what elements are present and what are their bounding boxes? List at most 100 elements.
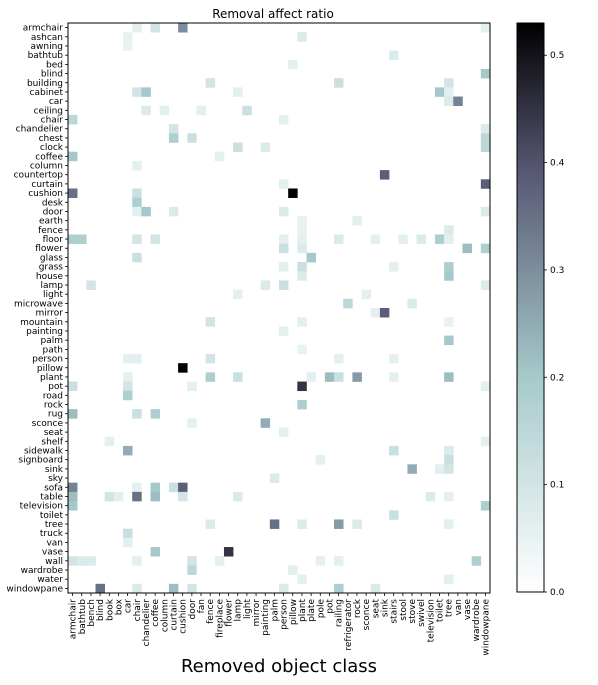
heatmap-cell (178, 23, 188, 33)
y-tick-label: palm (41, 336, 64, 346)
heatmap-cell (334, 353, 344, 364)
heatmap-cell (416, 234, 427, 244)
heatmap-cell (370, 234, 381, 244)
x-tick-label: rock (353, 598, 363, 618)
heatmap-cell (178, 491, 188, 502)
y-tick-label: pot (48, 382, 63, 392)
colorbar-tick-label: 0.0 (550, 588, 565, 598)
y-tick-label: column (30, 162, 63, 172)
x-tick-label: fan (197, 599, 207, 613)
y-tick-label: sconce (32, 419, 64, 429)
heatmap-cell (86, 556, 96, 566)
heatmap-cell (132, 583, 142, 594)
colorbar-tick-label: 0.1 (550, 481, 564, 491)
heatmap-cell (444, 96, 454, 107)
y-tick-label: clock (40, 143, 64, 153)
heatmap-cell (444, 317, 454, 327)
heatmap-cell (370, 308, 381, 318)
heatmap-cell (233, 372, 243, 382)
x-tick-label: light (243, 599, 253, 619)
x-tick-label: chandelier (142, 599, 152, 647)
heatmap-cell (352, 216, 362, 226)
y-tick-label: fence (38, 226, 63, 236)
heatmap-cell (132, 491, 142, 502)
heatmap-cell (68, 409, 78, 419)
x-tick-label: chair (133, 599, 143, 622)
y-tick-label: windowpane (6, 584, 63, 594)
heatmap-cell (297, 574, 307, 585)
heatmap-cell (132, 87, 142, 97)
x-tick-label: stove (408, 599, 418, 624)
x-tick-label: cushion (179, 599, 189, 634)
heatmap-cell (132, 23, 142, 33)
heatmap-cell (334, 519, 344, 529)
heatmap-cell (178, 482, 188, 493)
x-tick-label: sconce (362, 599, 372, 631)
heatmap-cell (68, 491, 78, 502)
colorbar-ticks: 0.0 0.1 0.2 0.3 0.4 0.5 (544, 51, 565, 598)
heatmap-cell (205, 372, 216, 382)
x-tick-label: van (454, 599, 464, 616)
y-tick-label: coffee (35, 152, 63, 162)
heatmap-cell (297, 381, 307, 392)
heatmap-cell (187, 583, 197, 594)
x-tick-labels: armchair bathtub bench blind book box car chair… (69, 593, 491, 656)
heatmap-cell (260, 280, 271, 290)
y-tick-label: microwave (14, 299, 63, 309)
heatmap-cell (269, 473, 280, 483)
heatmap-cell (205, 353, 216, 364)
heatmap-cell (68, 381, 78, 392)
heatmap-cell (306, 372, 316, 382)
heatmap-cell (480, 381, 491, 392)
heatmap-cell (444, 464, 454, 474)
heatmap-cell (453, 96, 463, 107)
y-tick-label: bathtub (28, 51, 64, 61)
heatmap-cell (242, 105, 252, 116)
heatmap-cell (132, 353, 142, 364)
heatmap-cell (132, 234, 142, 244)
heatmap-cell (279, 280, 289, 290)
y-tick-label: light (43, 290, 63, 300)
y-tick-label: mountain (20, 318, 63, 328)
heatmap-cell (444, 455, 454, 465)
heatmap-cell (68, 556, 78, 566)
heatmap-cell (370, 583, 381, 594)
heatmap-cell (279, 243, 289, 254)
heatmap-cell (480, 68, 491, 79)
heatmap-cell (315, 455, 326, 465)
heatmap-cell (306, 252, 316, 263)
heatmap-cell (480, 23, 491, 33)
x-tick-label: bench (87, 599, 97, 627)
heatmap-cell (297, 234, 307, 244)
y-tick-label: plant (40, 373, 63, 383)
heatmap-cell (480, 142, 491, 153)
heatmap-cell (187, 418, 197, 428)
x-tick-label: sink (381, 598, 391, 617)
heatmap-cell (334, 234, 344, 244)
heatmap-cell (444, 519, 454, 529)
heatmap-cell (480, 133, 491, 143)
heatmap-cell (150, 23, 161, 33)
heatmap-cell (480, 243, 491, 254)
y-tick-label: truck (40, 529, 64, 539)
y-tick-label: lamp (41, 281, 64, 291)
heatmap-cell (178, 363, 188, 373)
x-tick-label: toilet (436, 599, 446, 623)
heatmap-cell (141, 206, 151, 217)
y-tick-label: car (49, 97, 63, 107)
heatmap-cell (150, 547, 161, 557)
heatmap-cell (150, 482, 161, 493)
x-tick-label: armchair (69, 599, 79, 639)
y-tick-label: pillow (37, 364, 63, 374)
heatmap-cell (123, 537, 133, 548)
heatmap-cell (352, 372, 362, 382)
heatmap-cell (260, 418, 271, 428)
y-tick-label: person (32, 355, 63, 365)
x-tick-label: pillow (289, 599, 299, 625)
heatmap-cell (444, 262, 454, 272)
heatmap-cell (288, 565, 298, 575)
heatmap-cell (223, 547, 234, 557)
y-tick-label: wall (45, 557, 63, 567)
x-tick-label: plate (307, 599, 317, 622)
